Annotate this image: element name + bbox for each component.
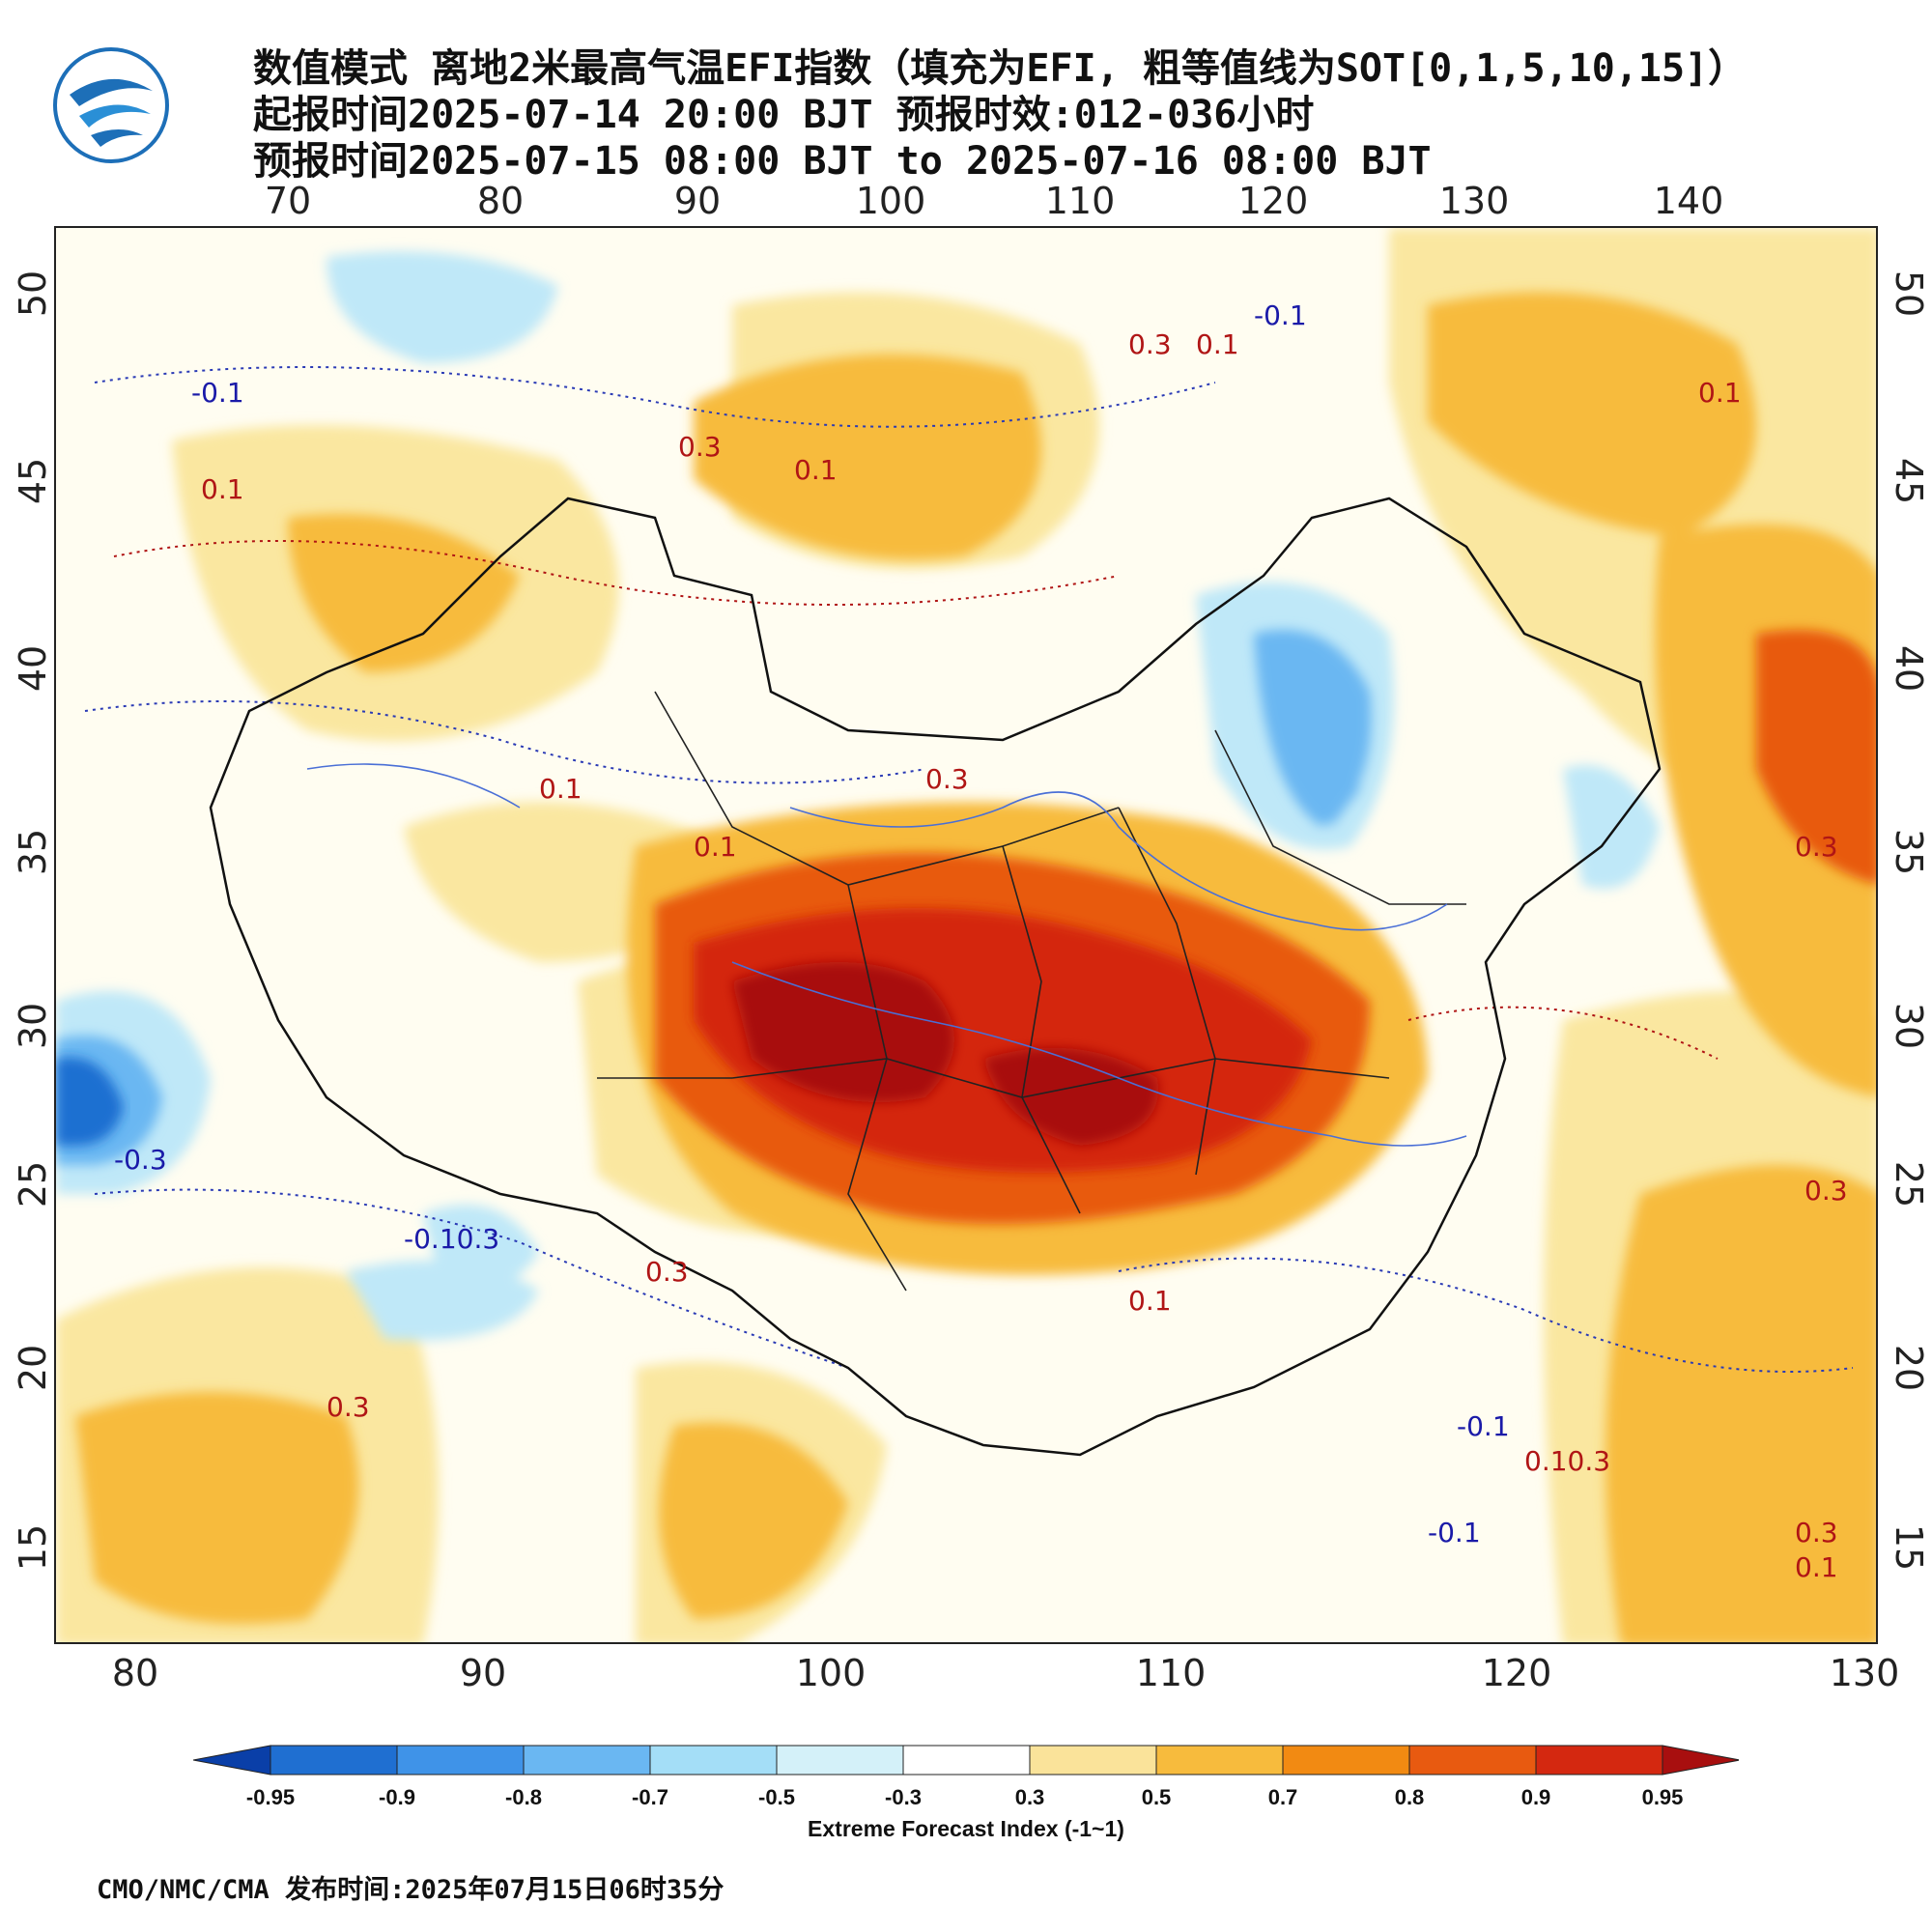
colorbar-label: -0.9: [379, 1785, 415, 1809]
contour-label: -0.3: [114, 1144, 167, 1176]
contour-label: 0.3: [1128, 328, 1172, 360]
map-title-line3: 预报时间2025-07-15 08:00 BJT to 2025-07-16 0…: [253, 139, 1432, 184]
efi-map: -0.1 0.1 0.3 0.1 0.3 0.1 -0.1 0.3 0.1 -0…: [54, 226, 1878, 1644]
right-tick-40: 40: [1888, 644, 1931, 693]
contour-label: 0.3: [327, 1391, 370, 1423]
right-tick-50: 50: [1888, 270, 1931, 318]
china-border: [209, 497, 1662, 1457]
colorbar-arrow-right: [1662, 1745, 1739, 1776]
colorbar-label: 0.8: [1394, 1785, 1425, 1809]
contour-label: 0.1: [539, 773, 582, 805]
colorbar-segment: [1535, 1745, 1663, 1776]
colorbar-segment: [396, 1745, 525, 1776]
colorbar-segment: [649, 1745, 778, 1776]
contour-label: 0.1: [1196, 328, 1239, 360]
publish-footer: CMO/NMC/CMA 发布时间:2025年07月15日06时35分: [97, 1875, 724, 1905]
colorbar-title: Extreme Forecast Index (-1~1): [808, 1816, 1124, 1841]
contour-label: 0.1: [694, 831, 737, 863]
bottom-tick-100: 100: [795, 1652, 867, 1694]
china-province-lines: [597, 691, 1466, 1292]
contour-label: 0.3: [1804, 1175, 1848, 1207]
top-tick-100: 100: [855, 180, 926, 222]
right-tick-45: 45: [1888, 457, 1931, 505]
top-tick-70: 70: [264, 180, 312, 222]
left-tick-25: 25: [12, 1160, 55, 1208]
bottom-tick-90: 90: [459, 1652, 507, 1694]
colorbar-label: -0.7: [632, 1785, 668, 1809]
colorbar-label: -0.95: [245, 1785, 296, 1809]
contour-label: 0.3: [925, 763, 969, 795]
contour-label: 0.1: [794, 454, 838, 486]
efi-map-canvas: -0.1 0.1 0.3 0.1 0.3 0.1 -0.1 0.3 0.1 -0…: [56, 228, 1876, 1642]
top-tick-120: 120: [1237, 180, 1309, 222]
left-tick-50: 50: [12, 270, 55, 318]
colorbar-segment: [1408, 1745, 1537, 1776]
colorbar-label: 0.95: [1641, 1785, 1684, 1809]
river-lines: [306, 763, 1467, 1147]
contour-label: 0.3: [1795, 831, 1838, 863]
colorbar-segment: [270, 1745, 398, 1776]
colorbar-label: -0.3: [885, 1785, 922, 1809]
efi-fill-dark-blue: [56, 1057, 124, 1146]
contour-label: 0.3: [645, 1256, 689, 1288]
contour-label: -0.1: [1428, 1517, 1481, 1548]
colorbar-label: 0.9: [1520, 1785, 1551, 1809]
colorbar-segment: [1282, 1745, 1410, 1776]
bottom-tick-110: 110: [1135, 1652, 1207, 1694]
efi-colorbar: [193, 1745, 1739, 1776]
colorbar-label: 0.3: [1014, 1785, 1045, 1809]
bottom-tick-130: 130: [1829, 1652, 1900, 1694]
contour-label: 0.1: [1698, 377, 1742, 409]
colorbar-label: 0.5: [1141, 1785, 1172, 1809]
right-tick-30: 30: [1888, 1002, 1931, 1050]
contour-label: -0.1: [1457, 1410, 1510, 1442]
contour-label: -0.1: [191, 377, 244, 409]
efi-fill-dark-red: [732, 962, 1158, 1146]
contour-label: 0.1: [1128, 1285, 1172, 1317]
map-title-line2: 起报时间2025-07-14 20:00 BJT 预报时效:012-036小时: [253, 93, 1315, 137]
cma-logo-icon: [53, 47, 169, 163]
colorbar-segment: [1029, 1745, 1157, 1776]
contour-labels: -0.1 0.1 0.3 0.1 0.3 0.1 -0.1 0.3 0.1 -0…: [114, 299, 1848, 1583]
right-tick-20: 20: [1888, 1344, 1931, 1392]
colorbar-label: -0.8: [505, 1785, 542, 1809]
colorbar-label: -0.5: [758, 1785, 795, 1809]
contour-label: 0.1: [201, 473, 244, 505]
left-tick-35: 35: [12, 828, 55, 876]
colorbar-segment: [1155, 1745, 1284, 1776]
colorbar-segment: [776, 1745, 904, 1776]
top-tick-80: 80: [476, 180, 525, 222]
map-title-line1: 数值模式 离地2米最高气温EFI指数（填充为EFI, 粗等值线为SOT[0,1,…: [253, 46, 1747, 91]
colorbar-segments: [193, 1745, 1739, 1776]
top-tick-130: 130: [1438, 180, 1510, 222]
contour-label: 0.3: [678, 431, 722, 463]
top-tick-140: 140: [1653, 180, 1724, 222]
bottom-tick-120: 120: [1481, 1652, 1552, 1694]
right-tick-15: 15: [1888, 1523, 1931, 1572]
left-tick-40: 40: [12, 644, 55, 693]
top-tick-110: 110: [1044, 180, 1116, 222]
right-tick-35: 35: [1888, 828, 1931, 876]
contour-label: -0.10.3: [404, 1223, 499, 1255]
contour-label: 0.3: [1795, 1517, 1838, 1548]
left-tick-45: 45: [12, 457, 55, 505]
colorbar-arrow-left: [193, 1745, 271, 1776]
colorbar-segment: [523, 1745, 651, 1776]
left-tick-20: 20: [12, 1344, 55, 1392]
efi-contour-lines: [84, 366, 1854, 1373]
contour-label: 0.1: [1795, 1551, 1838, 1583]
bottom-tick-80: 80: [111, 1652, 159, 1694]
colorbar-segment: [902, 1745, 1031, 1776]
colorbar-label: 0.7: [1267, 1785, 1298, 1809]
left-tick-30: 30: [12, 1002, 55, 1050]
contour-label: 0.10.3: [1524, 1445, 1610, 1477]
top-tick-90: 90: [673, 180, 722, 222]
right-tick-25: 25: [1888, 1160, 1931, 1208]
contour-label: -0.1: [1254, 299, 1307, 331]
left-tick-15: 15: [12, 1523, 55, 1572]
